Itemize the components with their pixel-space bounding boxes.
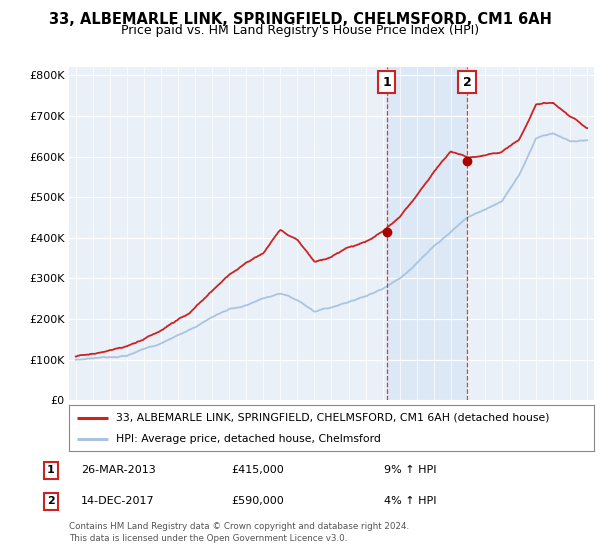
Text: £590,000: £590,000 [231,496,284,506]
Text: 14-DEC-2017: 14-DEC-2017 [81,496,155,506]
Bar [386,67,467,400]
Text: 1: 1 [47,465,55,475]
Text: 1: 1 [382,76,391,88]
Text: 4% ↑ HPI: 4% ↑ HPI [384,496,437,506]
Text: £415,000: £415,000 [231,465,284,475]
Text: 33, ALBEMARLE LINK, SPRINGFIELD, CHELMSFORD, CM1 6AH: 33, ALBEMARLE LINK, SPRINGFIELD, CHELMSF… [49,12,551,27]
Text: 9% ↑ HPI: 9% ↑ HPI [384,465,437,475]
Text: 2: 2 [463,76,472,88]
Text: 2: 2 [47,496,55,506]
Text: 33, ALBEMARLE LINK, SPRINGFIELD, CHELMSFORD, CM1 6AH (detached house): 33, ALBEMARLE LINK, SPRINGFIELD, CHELMSF… [116,413,550,423]
Text: 26-MAR-2013: 26-MAR-2013 [81,465,156,475]
Text: HPI: Average price, detached house, Chelmsford: HPI: Average price, detached house, Chel… [116,435,381,444]
Text: Price paid vs. HM Land Registry's House Price Index (HPI): Price paid vs. HM Land Registry's House … [121,24,479,36]
Text: Contains HM Land Registry data © Crown copyright and database right 2024.
This d: Contains HM Land Registry data © Crown c… [69,522,409,543]
